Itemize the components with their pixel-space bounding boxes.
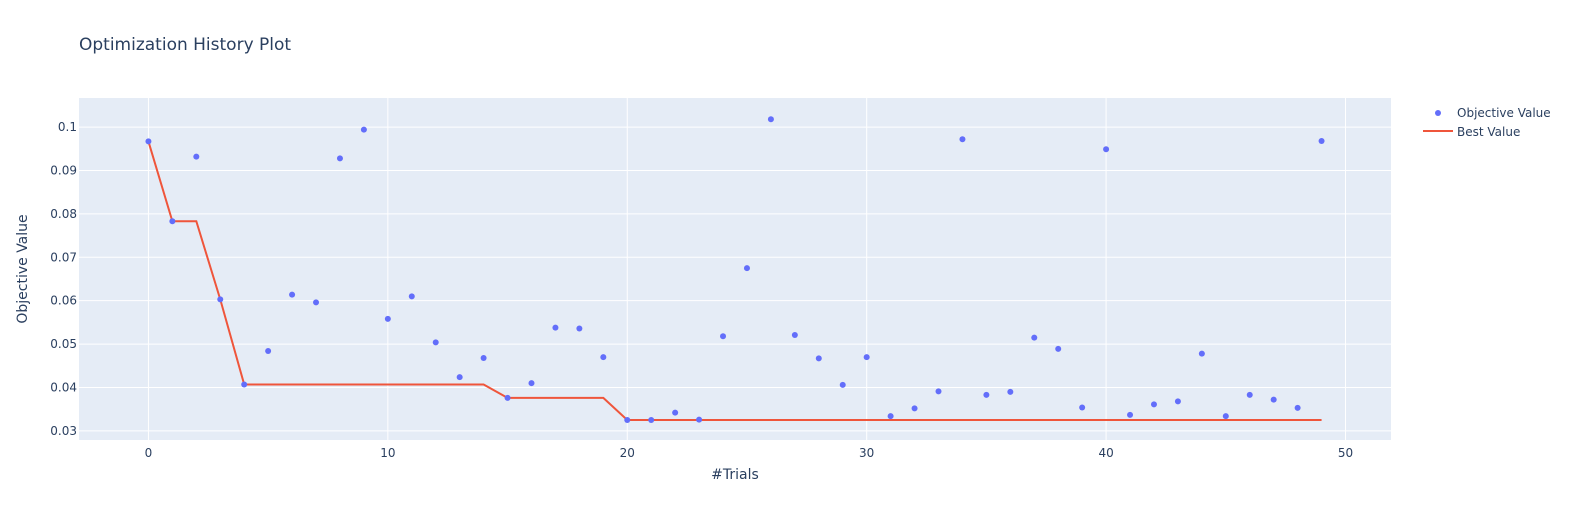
y-tick-label: 0.06	[50, 294, 77, 308]
objective-value-point[interactable]	[600, 354, 607, 361]
objective-value-point[interactable]	[1246, 391, 1253, 398]
objective-value-point[interactable]	[887, 413, 894, 420]
objective-value-point[interactable]	[743, 265, 750, 272]
objective-value-point[interactable]	[672, 409, 679, 416]
objective-value-point[interactable]	[720, 333, 727, 340]
objective-value-point[interactable]	[1174, 398, 1181, 405]
objective-value-point[interactable]	[193, 153, 200, 160]
objective-value-point[interactable]	[1294, 404, 1301, 411]
objective-value-point[interactable]	[576, 325, 583, 332]
objective-value-point[interactable]	[983, 391, 990, 398]
y-axis-title: Objective Value	[15, 214, 31, 323]
y-tick-label: 0.09	[50, 163, 77, 177]
objective-value-point[interactable]	[839, 381, 846, 388]
plot-area	[79, 98, 1391, 440]
tick-labels: 0 10 20 30 40 50 0.03 0.04 0.05 0.06 0.07 0.08 0.09 0…	[50, 120, 1353, 460]
objective-value-point[interactable]	[1198, 350, 1205, 357]
objective-value-point[interactable]	[1055, 345, 1062, 352]
objective-value-point[interactable]	[935, 388, 942, 395]
y-tick-label: 0.07	[50, 250, 77, 264]
objective-value-point[interactable]	[241, 381, 248, 388]
objective-value-point[interactable]	[1318, 137, 1325, 144]
objective-value-point[interactable]	[384, 315, 391, 322]
x-tick-label: 40	[1098, 446, 1113, 460]
legend-item-objective-value[interactable]: Objective Value	[1435, 106, 1551, 120]
objective-value-point[interactable]	[432, 339, 439, 346]
legend-item-best-value[interactable]: Best Value	[1423, 125, 1520, 139]
x-tick-label: 30	[859, 446, 874, 460]
x-tick-label: 50	[1338, 446, 1353, 460]
objective-value-point[interactable]	[360, 126, 367, 133]
objective-value-point[interactable]	[863, 354, 870, 361]
objective-value-point[interactable]	[552, 324, 559, 331]
objective-value-point[interactable]	[624, 417, 631, 424]
chart-title: Optimization History Plot	[79, 35, 291, 55]
objective-value-point[interactable]	[456, 374, 463, 381]
y-tick-label: 0.05	[50, 337, 77, 351]
x-axis-title: #Trials	[711, 467, 759, 483]
x-tick-label: 10	[380, 446, 395, 460]
best-value-line	[147, 141, 1322, 422]
objective-value-point[interactable]	[265, 348, 272, 355]
objective-value-point[interactable]	[217, 296, 224, 303]
legend-label-objective-value: Objective Value	[1457, 106, 1551, 120]
objective-value-point[interactable]	[1031, 334, 1038, 341]
y-tick-label: 0.1	[58, 120, 77, 134]
gridlines	[79, 98, 1391, 440]
objective-value-point[interactable]	[696, 416, 703, 423]
legend-label-best-value: Best Value	[1457, 125, 1520, 139]
y-tick-label: 0.03	[50, 424, 77, 438]
legend[interactable]: Objective Value Best Value	[1423, 106, 1551, 139]
objective-value-point[interactable]	[408, 293, 415, 300]
objective-value-point[interactable]	[815, 355, 822, 362]
objective-value-point[interactable]	[336, 155, 343, 162]
objective-value-point[interactable]	[289, 291, 296, 298]
y-tick-label: 0.08	[50, 207, 77, 221]
objective-value-point[interactable]	[1103, 146, 1110, 153]
objective-value-point[interactable]	[1127, 411, 1134, 418]
objective-value-point[interactable]	[145, 138, 152, 145]
objective-value-point[interactable]	[504, 394, 511, 401]
x-tick-label: 20	[620, 446, 635, 460]
objective-value-point[interactable]	[648, 417, 655, 424]
objective-value-point[interactable]	[959, 136, 966, 143]
objective-value-point[interactable]	[480, 354, 487, 361]
x-tick-label: 0	[145, 446, 153, 460]
objective-value-point[interactable]	[1007, 388, 1014, 395]
objective-value-point[interactable]	[1079, 404, 1086, 411]
objective-value-point[interactable]	[528, 380, 535, 387]
objective-value-point[interactable]	[313, 299, 320, 306]
objective-value-point[interactable]	[1270, 396, 1277, 403]
objective-value-point[interactable]	[1222, 413, 1229, 420]
series-layer	[145, 116, 1325, 424]
objective-value-point[interactable]	[911, 405, 918, 412]
objective-value-point[interactable]	[169, 218, 176, 225]
objective-value-point[interactable]	[1150, 401, 1157, 408]
objective-value-point[interactable]	[767, 116, 774, 123]
y-tick-label: 0.04	[50, 380, 77, 394]
legend-marker-objective-value	[1435, 110, 1441, 116]
objective-value-point[interactable]	[791, 331, 798, 338]
